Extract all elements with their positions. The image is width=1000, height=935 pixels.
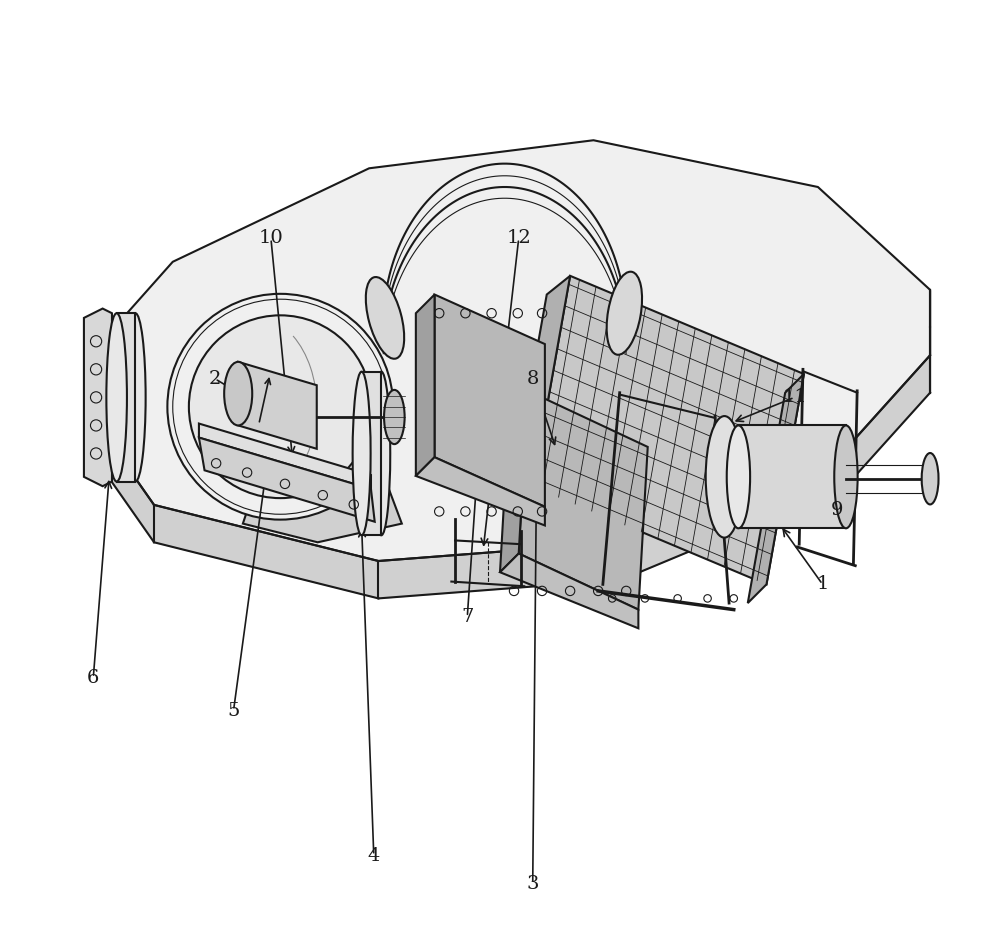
Text: 9: 9 [830,500,843,519]
Text: 8: 8 [527,369,539,388]
Text: 11: 11 [782,388,807,407]
Ellipse shape [706,416,743,538]
Text: 5: 5 [227,701,240,720]
Polygon shape [199,424,371,489]
Ellipse shape [189,315,372,498]
Polygon shape [519,391,648,610]
Polygon shape [500,391,528,572]
Text: 1: 1 [816,575,829,594]
Polygon shape [846,355,930,486]
Text: 2: 2 [209,369,221,388]
Polygon shape [500,554,638,628]
Polygon shape [154,505,378,598]
Ellipse shape [607,272,642,354]
Polygon shape [416,295,435,476]
Ellipse shape [167,294,393,520]
Text: 7: 7 [461,608,473,626]
Polygon shape [416,457,545,525]
Ellipse shape [922,453,939,505]
Ellipse shape [834,425,858,528]
Polygon shape [89,346,98,449]
Text: 12: 12 [506,229,531,248]
Polygon shape [199,438,375,522]
Ellipse shape [224,362,252,425]
Text: 3: 3 [526,874,539,893]
Polygon shape [84,309,112,486]
Ellipse shape [384,390,405,444]
Polygon shape [89,140,930,561]
Polygon shape [378,542,622,598]
Polygon shape [748,374,804,603]
Polygon shape [238,362,317,449]
Polygon shape [738,425,846,528]
Polygon shape [509,276,570,505]
Ellipse shape [353,371,371,535]
Polygon shape [243,482,402,542]
Polygon shape [622,449,846,580]
Ellipse shape [106,313,127,482]
Polygon shape [89,411,154,542]
Polygon shape [117,313,135,482]
Ellipse shape [727,425,750,528]
Ellipse shape [125,313,146,482]
Polygon shape [223,439,322,486]
Text: 6: 6 [87,669,99,687]
Text: 4: 4 [368,846,380,865]
Polygon shape [362,371,381,535]
Text: 10: 10 [259,229,283,248]
Polygon shape [533,276,804,584]
Ellipse shape [372,371,390,535]
Ellipse shape [366,277,404,359]
Polygon shape [435,295,545,507]
